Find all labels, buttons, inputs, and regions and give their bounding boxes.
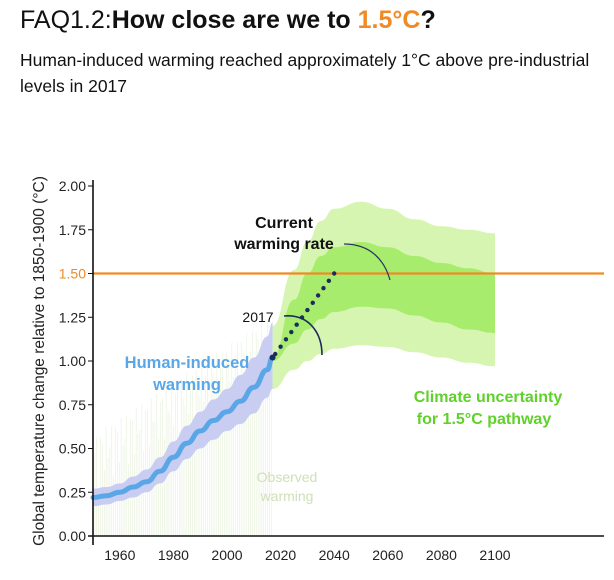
y-tick-label: 0.50 bbox=[59, 441, 86, 457]
title-suffix: ? bbox=[420, 6, 436, 34]
y-tick-label: 0.00 bbox=[59, 528, 86, 544]
title-prefix: FAQ1.2: bbox=[20, 6, 112, 34]
current-rate-dot bbox=[315, 293, 321, 298]
annotation-current-rate-1: Current bbox=[255, 215, 313, 232]
current-rate-dot bbox=[289, 329, 294, 335]
y-tick-label: 1.25 bbox=[59, 309, 86, 325]
y-tick-label: 2.00 bbox=[59, 178, 86, 194]
y-axis-label: Global temperature change relative to 18… bbox=[31, 176, 48, 546]
label-human-induced-1: Human-induced bbox=[125, 354, 250, 372]
annotation-2017: 2017 bbox=[242, 309, 273, 325]
x-tick-label: 2020 bbox=[265, 547, 296, 563]
x-tick-label: 2040 bbox=[319, 547, 350, 563]
y-tick-label: 1.00 bbox=[59, 353, 86, 369]
x-tick-label: 2100 bbox=[479, 547, 510, 563]
label-uncertainty-1: Climate uncertainty bbox=[414, 389, 563, 406]
x-tick-label: 2060 bbox=[372, 547, 403, 563]
pathway-inner-band bbox=[272, 242, 495, 361]
x-tick-label: 1960 bbox=[104, 547, 135, 563]
x-tick-label: 2080 bbox=[426, 547, 457, 563]
arrow-2017 bbox=[283, 315, 323, 356]
current-rate-dot bbox=[310, 300, 315, 305]
label-observed-1: Observed bbox=[257, 469, 318, 485]
label-uncertainty-2: for 1.5°C pathway bbox=[417, 411, 552, 428]
page-title: FAQ1.2:How close are we to 1.5°C? bbox=[20, 6, 436, 35]
current-rate-dot bbox=[278, 344, 283, 349]
subtitle: Human-induced warming reached approximat… bbox=[20, 50, 590, 96]
label-observed-2: warming bbox=[260, 488, 314, 504]
annotation-current-rate-2: warming rate bbox=[233, 236, 334, 253]
point-2017 bbox=[269, 354, 276, 361]
x-tick-label: 1980 bbox=[158, 547, 189, 563]
y-tick-label: 1.75 bbox=[59, 222, 86, 238]
current-rate-dot bbox=[294, 322, 299, 327]
human-induced-line bbox=[90, 355, 276, 500]
arrow-current-rate bbox=[343, 243, 391, 281]
y-tick-label: 1.50 bbox=[59, 266, 86, 282]
y-tick-label: 0.75 bbox=[59, 397, 86, 413]
x-tick-label: 2000 bbox=[211, 547, 242, 563]
current-rate-dot bbox=[332, 271, 337, 276]
current-rate-dot bbox=[273, 351, 278, 357]
label-human-induced-2: warming bbox=[152, 376, 221, 394]
title-highlight: 1.5°C bbox=[357, 6, 421, 34]
current-rate-dot bbox=[283, 337, 289, 342]
current-rate-dot bbox=[321, 285, 326, 291]
y-tick-label: 0.25 bbox=[59, 484, 86, 500]
title-main: How close are we to bbox=[111, 6, 358, 34]
current-rate-dot bbox=[326, 278, 332, 284]
human-induced-band bbox=[93, 322, 273, 507]
current-rate-dot bbox=[305, 307, 310, 313]
